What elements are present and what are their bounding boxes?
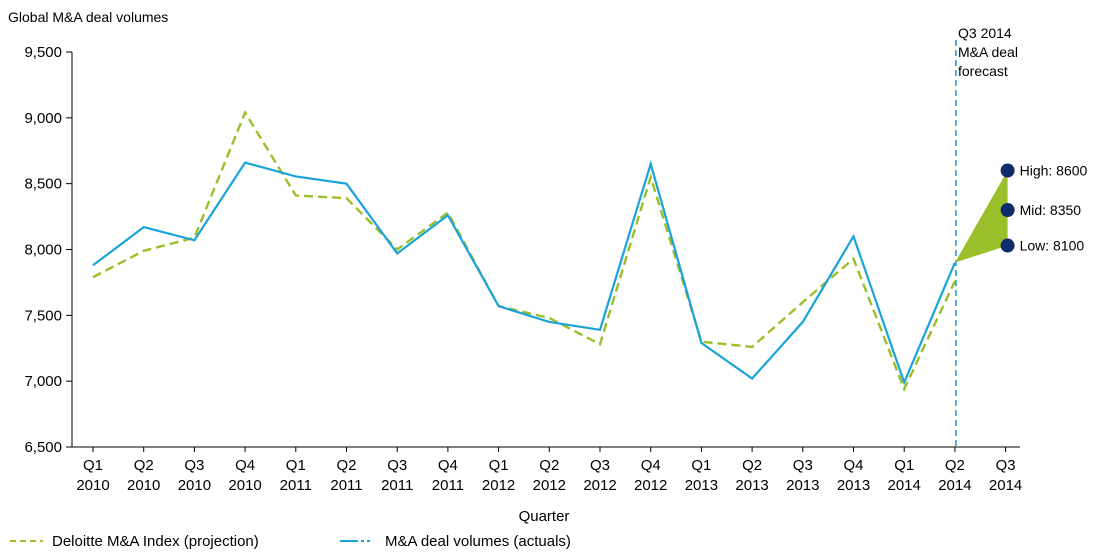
forecast-region: Q3 2014 M&A deal forecast High: 8600 Mid: 83…: [954, 25, 1088, 447]
x-tick-label: Q3 2010: [178, 457, 211, 494]
legend: Deloitte M&A Index (projection) M&A deal …: [10, 533, 571, 550]
y-axis-label: Global M&A deal volumes: [8, 9, 168, 25]
x-ticks: Q1 2010 Q2 2010 Q3 2010 Q4 2010 Q1 2011 Q2 2011 Q3 20…: [76, 447, 1022, 494]
x-tick-label: Q3 2014: [989, 457, 1022, 494]
x-tick-label: Q1 2013: [685, 457, 718, 494]
forecast-marker: [1000, 238, 1015, 253]
y-tick-label: 8,000: [24, 242, 62, 259]
x-tick-label: Q1 2011: [280, 457, 312, 494]
forecast-point-label: Mid: 8350: [1020, 202, 1082, 218]
y-ticks: 6,500 7,000 7,500 8,000 8,500 9,000 9,500: [24, 44, 72, 456]
y-tick-label: 9,500: [24, 44, 62, 61]
forecast-marker: [1000, 203, 1015, 217]
x-tick-label: Q3 2013: [786, 457, 819, 494]
forecast-range-fill: [954, 170, 1008, 263]
series-lines: [92, 109, 956, 393]
legend-label: M&A deal volumes (actuals): [385, 533, 571, 550]
x-tick-label: Q2 2011: [330, 457, 362, 494]
y-tick-label: 8,500: [24, 176, 62, 193]
x-tick-label: Q3 2011: [381, 457, 413, 494]
forecast-point-label: High: 8600: [1020, 163, 1088, 179]
y-tick-label: 9,000: [24, 110, 62, 127]
x-tick-label: Q4 2011: [432, 457, 464, 494]
forecast-label: Q3 2014 M&A deal forecast: [958, 25, 1018, 79]
y-tick-label: 7,000: [24, 373, 62, 390]
x-tick-label: Q1 2010: [76, 457, 109, 494]
x-tick-label: Q1 2014: [888, 457, 921, 494]
x-tick-label: Q1 2012: [482, 457, 515, 494]
forecast-point-label: Low: 8100: [1020, 238, 1085, 254]
legend-label: Deloitte M&A Index (projection): [52, 533, 259, 550]
x-tick-label: Q3 2012: [583, 457, 616, 494]
x-tick-label: Q4 2010: [228, 457, 261, 494]
x-tick-label: Q2 2013: [735, 457, 768, 494]
y-tick-label: 7,500: [24, 307, 62, 324]
y-tick-label: 6,500: [24, 439, 62, 456]
forecast-marker: [1000, 163, 1015, 178]
series-line-projection: [92, 109, 956, 393]
x-axis-label: Quarter: [519, 508, 570, 525]
axes: [71, 52, 1020, 448]
x-tick-label: Q4 2012: [634, 457, 667, 494]
x-tick-label: Q2 2014: [938, 457, 971, 494]
series-line-actuals: [92, 160, 956, 386]
x-tick-label: Q2 2012: [533, 457, 566, 494]
x-tick-label: Q2 2010: [127, 457, 160, 494]
x-tick-label: Q4 2013: [837, 457, 870, 494]
